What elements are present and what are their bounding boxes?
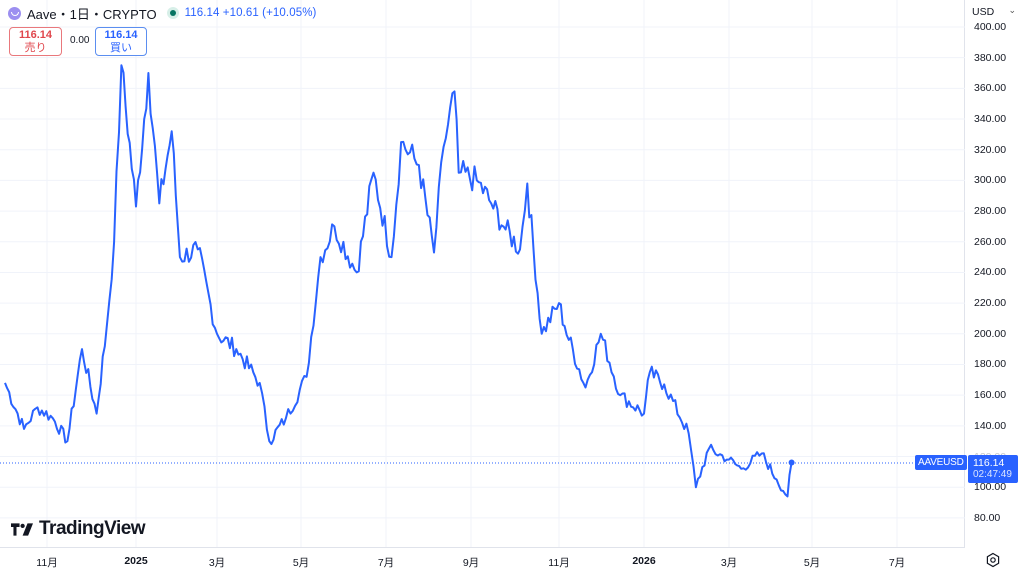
bar-countdown: 02:47:49 [973,469,1012,480]
price-axis-label: 180.00 [974,358,1007,371]
aave-logo-icon [8,6,21,20]
time-axis-label: 2026 [632,555,656,567]
price-axis-label: 260.00 [974,235,1007,248]
sell-button[interactable]: 116.14 売り [9,27,62,56]
price-axis-label: 400.00 [974,21,1007,33]
price-axis-label: 300.00 [974,174,1007,187]
symbol-title[interactable]: Aave・1日・CRYPTO [27,6,157,22]
chart-settings-icon[interactable] [985,552,1001,568]
sell-price: 116.14 [18,29,53,41]
chart-plot-area[interactable] [0,0,965,547]
time-axis-label: 7月 [888,557,906,569]
last-price-value: 116.14 [973,457,1005,469]
time-axis-label: 11月 [548,557,570,569]
time-axis-label: 3月 [208,557,226,569]
price-axis-label: 80.00 [974,511,1001,524]
symbol-header: Aave・1日・CRYPTO 116.14 +10.61 (+10.05%) [8,4,316,22]
price-line [4,64,793,498]
price-axis-label: 320.00 [974,143,1007,156]
time-axis-label: 11月 [36,557,58,569]
buy-price: 116.14 [104,29,138,41]
price-axis-label: 340.00 [974,113,1007,126]
time-axis-label: 2025 [124,555,148,567]
tradingview-logo-text: TradingView [39,518,146,539]
buy-button[interactable]: 116.14 買い [95,27,147,56]
market-status-icon[interactable] [166,7,179,19]
price-axis[interactable]: 400.00 380.00 360.00 340.00 320.00 300.00 280.… [966,0,1024,547]
last-price-dot [788,459,795,466]
time-axis-label: 9月 [462,557,480,569]
spread-value: 0.00 [70,35,90,46]
price-axis-label: 100.00 [974,481,1007,494]
price-chart[interactable] [0,0,965,547]
price-axis-label: 360.00 [974,82,1007,95]
tradingview-logo-icon [11,522,33,536]
price-axis-label: 200.00 [974,327,1007,340]
price-axis-label: 160.00 [974,389,1007,402]
last-price-tag: 116.14 02:47:49 [968,455,1018,483]
time-axis-label: 5月 [292,557,310,569]
time-axis-label: 7月 [377,557,395,569]
symbol-price-tag: AAVEUSD [915,455,967,470]
time-axis[interactable]: 11月 2025 3月 5月 7月 9月 11月 2026 3月 5月 7月 [0,547,965,573]
sell-label: 売り [24,42,47,54]
price-axis-label: 140.00 [974,419,1007,432]
tradingview-logo[interactable]: TradingView [11,518,146,540]
currency-select[interactable]: USD ⌄ [966,2,1022,22]
price-axis-label: 240.00 [974,266,1007,279]
price-axis-label: 220.00 [974,297,1007,310]
chevron-down-icon: ⌄ [1008,5,1016,15]
currency-value: USD [972,6,995,18]
price-axis-label: 380.00 [974,51,1007,64]
price-axis-label: 280.00 [974,205,1007,218]
price-quote: 116.14 +10.61 (+10.05%) [184,7,317,19]
buy-label: 買い [110,42,132,54]
time-axis-label: 3月 [720,557,738,569]
time-axis-label: 5月 [803,557,821,569]
